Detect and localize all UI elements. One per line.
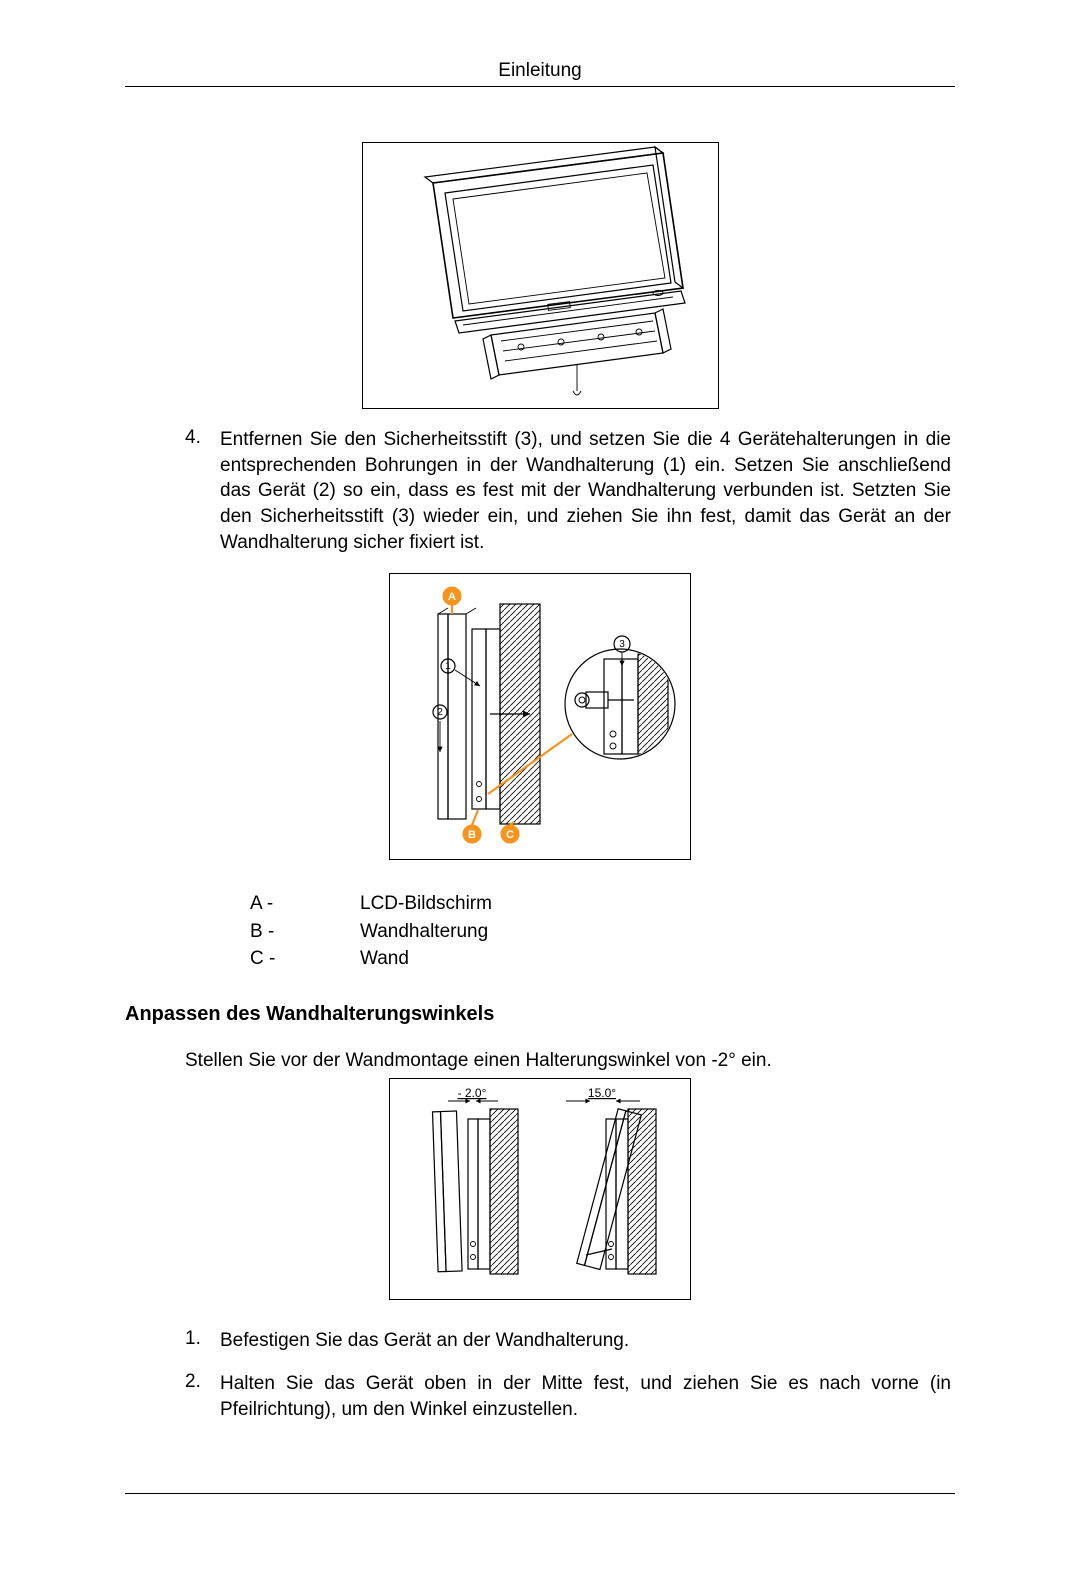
figure-1-wrap [125,142,955,409]
figure-3-wrap: - 2.0° [125,1078,955,1300]
legend-val-a: LCD-Bildschirm [360,890,492,918]
figure-3-svg: - 2.0° [390,1079,690,1294]
step-b1-number: 1. [125,1328,220,1354]
fig2-label-b: B [468,829,476,841]
fig2-callout-2: 2 [437,707,443,718]
section-intro: Stellen Sie vor der Wandmontage einen Ha… [185,1050,955,1072]
fig2-callout-3: 3 [619,639,625,650]
step-4-number: 4. [125,427,220,555]
legend: A - LCD-Bildschirm B - Wandhalterung C -… [125,890,955,973]
fig3-angle-right: 15.0° [588,1086,616,1100]
step-4-text: Entfernen Sie den Sicherheitsstift (3), … [220,427,955,555]
fig2-label-a: A [448,591,456,603]
legend-key-a: A - [250,890,360,918]
legend-val-b: Wandhalterung [360,918,488,946]
legend-val-c: Wand [360,945,409,973]
fig2-label-c: C [506,829,514,841]
legend-row-b: B - Wandhalterung [250,918,955,946]
figure-2-wrap: 1 2 A B C [125,573,955,860]
step-b2: 2. Halten Sie das Gerät oben in der Mitt… [125,1371,955,1422]
page-header-title: Einleitung [125,60,955,82]
section-title-angle: Anpassen des Wandhalterungswinkels [125,1003,955,1026]
fig2-callout-1: 1 [445,661,451,672]
figure-1-svg [363,143,718,403]
step-b1-text: Befestigen Sie das Gerät an der Wandhalt… [220,1328,955,1354]
figure-2-svg: 1 2 A B C [390,574,690,854]
fig3-angle-left: - 2.0° [458,1086,487,1100]
step-b1: 1. Befestigen Sie das Gerät an der Wandh… [125,1328,955,1354]
header-rule [125,86,955,87]
footer-rule [125,1493,955,1494]
legend-key-b: B - [250,918,360,946]
step-b2-number: 2. [125,1371,220,1422]
step-b2-text: Halten Sie das Gerät oben in der Mitte f… [220,1371,955,1422]
figure-3: - 2.0° [389,1078,691,1300]
legend-row-a: A - LCD-Bildschirm [250,890,955,918]
step-4: 4. Entfernen Sie den Sicherheitsstift (3… [125,427,955,555]
legend-row-c: C - Wand [250,945,955,973]
figure-1 [362,142,719,409]
figure-2: 1 2 A B C [389,573,691,860]
legend-key-c: C - [250,945,360,973]
